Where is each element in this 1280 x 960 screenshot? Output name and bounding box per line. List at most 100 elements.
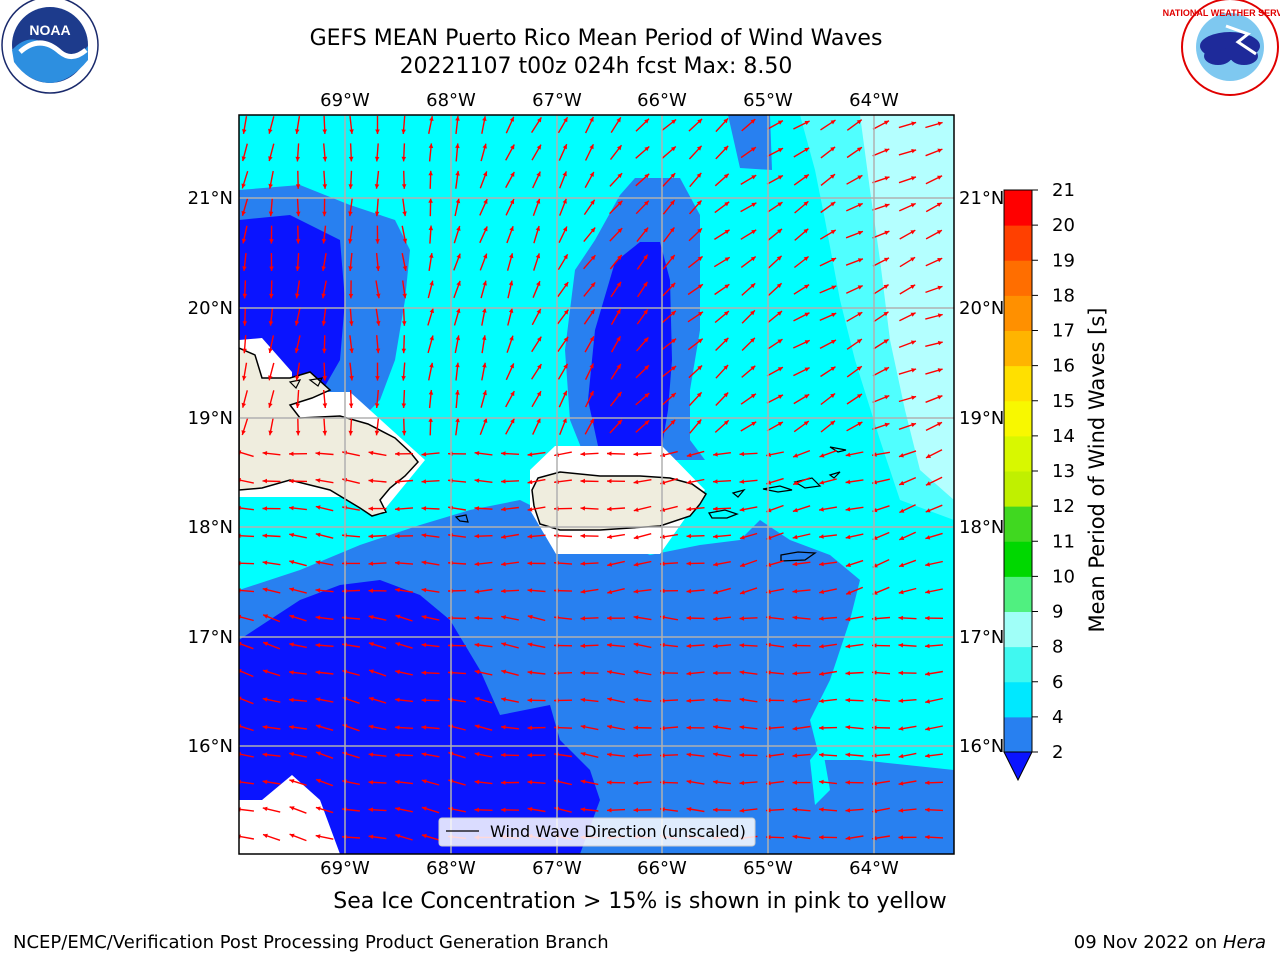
wind-arrow-head	[501, 451, 506, 456]
wind-arrow-head	[289, 560, 295, 565]
wind-arrow-head	[723, 145, 729, 151]
wind-arrow-head	[925, 643, 930, 649]
wind-arrow-head	[395, 506, 400, 512]
wind-arrow-head	[723, 392, 729, 398]
wind-arrow-head	[348, 293, 354, 299]
wind-arrow-head	[321, 266, 326, 271]
wind-arrow-head	[792, 753, 798, 758]
wind-arrow-head	[670, 419, 676, 425]
wind-arrow-head	[803, 201, 809, 206]
colorbar-band	[1004, 190, 1032, 226]
wind-arrow-head	[898, 698, 904, 703]
lon-label: 65°W	[743, 90, 793, 111]
wind-arrow-head	[633, 615, 639, 620]
wind-arrow-head	[510, 171, 515, 177]
wind-arrow-head	[686, 752, 692, 757]
wind-arrow-head	[831, 340, 836, 345]
wind-arrow-head	[607, 615, 612, 621]
wind-arrow-head	[713, 752, 718, 757]
wind-arrow-head	[804, 367, 810, 372]
wind-arrow-head	[607, 780, 612, 785]
wind-arrow-head	[474, 589, 480, 594]
wind-arrow-head	[723, 118, 729, 124]
wind-arrow-head	[429, 335, 434, 341]
wind-arrow-head	[563, 117, 568, 123]
wind-arrow-head	[856, 119, 862, 125]
wind-arrow-head	[713, 670, 718, 676]
wind-arrow-head	[429, 280, 434, 286]
wind-arrow-head	[562, 390, 567, 396]
wind-arrow-head	[348, 403, 354, 408]
wind-arrow-head	[671, 366, 677, 371]
wind-arrow-head	[830, 230, 836, 235]
map-title: GEFS MEAN Puerto Rico Mean Period of Win…	[309, 26, 883, 51]
lat-label: 18°N	[188, 517, 233, 538]
wind-arrow-head	[751, 229, 757, 235]
colorbar-band	[1004, 716, 1032, 753]
wind-arrow-head	[607, 642, 612, 648]
wind-arrow-head	[884, 230, 890, 235]
wind-arrow-head	[536, 281, 541, 286]
wind-arrow-head	[739, 479, 745, 484]
wind-arrow-head	[501, 479, 506, 484]
wind-arrow-head	[510, 418, 515, 424]
colorbar-tick-label: 4	[1052, 707, 1063, 728]
wind-arrow-head	[898, 589, 904, 595]
wind-arrow-head	[845, 835, 851, 841]
wind-arrow-head	[793, 453, 799, 458]
wind-arrow-head	[262, 669, 268, 674]
wind-arrow-head	[501, 697, 506, 702]
wind-arrow-head	[750, 119, 756, 124]
wind-arrow-head	[508, 280, 514, 286]
wind-arrow-head	[819, 752, 824, 758]
wind-arrow-head	[856, 366, 862, 371]
wind-arrow-head	[580, 697, 586, 703]
wind-arrow-head	[315, 451, 321, 456]
wind-arrow-head	[830, 420, 835, 426]
noaa-logo-text: NOAA	[29, 22, 70, 38]
wind-arrow-head	[883, 339, 889, 344]
wind-arrow-head	[322, 403, 328, 408]
wind-arrow-head	[395, 752, 400, 758]
wind-arrow-head	[884, 257, 889, 262]
wind-arrow-head	[510, 391, 515, 397]
wind-arrow-head	[633, 562, 639, 567]
wind-arrow-head	[739, 616, 745, 621]
wind-arrow-head	[242, 348, 247, 354]
wind-arrow-head	[527, 588, 533, 593]
wind-arrow-head	[395, 779, 400, 785]
sea-ice-note: Sea Ice Concentration > 15% is shown in …	[333, 889, 947, 914]
footer-date-text: 09 Nov 2022 on	[1073, 932, 1223, 953]
wind-arrow-head	[262, 451, 268, 456]
wind-arrow-head	[527, 479, 533, 485]
wind-arrow-head	[374, 211, 380, 217]
wind-arrow-head	[739, 451, 745, 457]
wind-arrow-head	[910, 284, 916, 289]
wind-arrow-head	[509, 253, 514, 259]
wind-arrow-head	[616, 281, 621, 287]
colorbar-band	[1004, 506, 1032, 542]
wind-arrow-head	[294, 348, 300, 353]
graticule	[239, 115, 954, 854]
wind-arrow-head	[751, 421, 757, 426]
wind-arrow-head	[633, 451, 639, 457]
wind-arrow-head	[925, 807, 930, 813]
wind-arrow-head	[289, 779, 295, 784]
wind-arrow-head	[686, 698, 692, 703]
wind-arrow-head	[295, 430, 301, 436]
wind-arrow-head	[315, 615, 321, 620]
wind-arrow-head	[803, 228, 809, 234]
colorbar-tick-label: 2	[1052, 742, 1063, 763]
wind-arrow-head	[617, 419, 623, 425]
wind-arrow-head	[696, 172, 702, 178]
colorbar-tick-label: 14	[1052, 426, 1075, 447]
wind-arrow-head	[857, 422, 863, 427]
wind-arrow-head	[792, 589, 798, 594]
wind-arrow-head	[428, 390, 434, 395]
wind-arrow-head	[401, 403, 407, 408]
wind-arrow-head	[792, 643, 797, 648]
wind-arrow-head	[589, 418, 594, 424]
wind-arrow-head	[792, 561, 798, 567]
wind-arrow-head	[696, 392, 702, 398]
wind-arrow-head	[268, 321, 274, 326]
